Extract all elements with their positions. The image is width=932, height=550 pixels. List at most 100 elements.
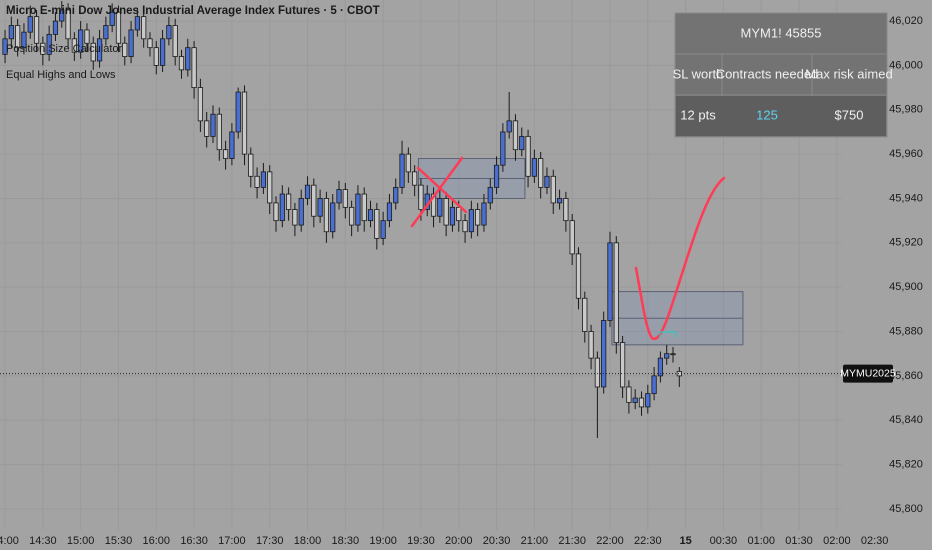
candle-body xyxy=(229,131,235,159)
candle-body xyxy=(78,29,84,53)
candle-body xyxy=(153,47,159,66)
candle-body xyxy=(311,184,317,217)
x-tick-label: 22:30 xyxy=(634,535,662,547)
candle-body xyxy=(519,135,525,151)
candle-body xyxy=(159,38,166,66)
y-tick-label: 45,800 xyxy=(889,503,923,515)
candle-body xyxy=(569,220,575,255)
red-cross-drawing xyxy=(410,156,468,228)
candle-body xyxy=(248,153,254,177)
candle-body xyxy=(304,184,311,199)
candle-body xyxy=(122,42,128,57)
candle-body xyxy=(374,209,380,239)
candle-body xyxy=(632,397,638,403)
axes: 45,800 45,820 45,840 45,860 45,880 45,900 45,9… xyxy=(0,15,923,547)
candle-body xyxy=(141,16,147,40)
candle-body xyxy=(361,193,367,222)
x-tick-label: 15 xyxy=(679,535,691,547)
candle-body xyxy=(664,353,670,359)
candle-body xyxy=(657,357,664,377)
candle-body xyxy=(386,202,393,222)
candle-body xyxy=(349,206,355,226)
y-tick-label: 45,880 xyxy=(889,325,923,337)
candle-body xyxy=(84,29,90,44)
candle-body xyxy=(651,375,657,395)
y-tick-label: 45,980 xyxy=(889,104,923,116)
candle-body xyxy=(90,42,96,62)
table-row-bg xyxy=(676,96,886,136)
candle-body xyxy=(286,193,292,210)
chart-title: Micro E-mini Dow Jones Industrial Averag… xyxy=(6,5,380,17)
candle-body xyxy=(134,16,140,31)
candle-body xyxy=(613,242,619,344)
candle-body xyxy=(443,198,449,226)
candle-body xyxy=(607,242,613,321)
table-title: MYM1! 45855 xyxy=(741,25,822,40)
y-tick-label: 45,900 xyxy=(889,281,923,293)
candle-body xyxy=(342,189,348,208)
candle-body xyxy=(235,91,241,133)
x-tick-label: 16:00 xyxy=(143,535,171,547)
table-header: SL worth xyxy=(673,66,724,81)
candle-body xyxy=(475,209,481,226)
equal-highs-marker xyxy=(659,331,677,338)
candles xyxy=(2,1,682,438)
candle-body xyxy=(103,25,109,40)
candle-body xyxy=(260,171,267,188)
candle-body xyxy=(430,193,437,217)
x-tick-label: 14:30 xyxy=(29,535,57,547)
candle-body xyxy=(449,206,456,226)
candle-body xyxy=(619,342,626,388)
x-tick-label: 02:00 xyxy=(823,535,851,547)
candle-body xyxy=(380,220,386,239)
candle-body xyxy=(273,202,279,222)
candle-body xyxy=(27,16,33,33)
y-tick-label: 45,940 xyxy=(889,192,923,204)
candle-body xyxy=(676,371,682,377)
candle-body xyxy=(254,175,260,188)
candle-body xyxy=(59,9,65,22)
candle-body xyxy=(298,198,304,226)
candle-body xyxy=(512,120,519,151)
x-tick-label: 20:00 xyxy=(445,535,473,547)
candle-body xyxy=(456,206,462,222)
candle-body xyxy=(323,198,330,233)
x-tick-label: 14:00 xyxy=(0,535,19,547)
indicator-label: Equal Highs and Lows xyxy=(6,69,116,81)
candle-body xyxy=(670,353,676,356)
candle-body xyxy=(405,153,411,173)
candle-body xyxy=(191,47,197,88)
candle-body xyxy=(336,189,342,204)
candle-body xyxy=(563,198,569,222)
candle-body xyxy=(437,198,443,217)
candle-body xyxy=(418,184,424,210)
candle-body xyxy=(538,158,544,188)
x-tick-label: 15:30 xyxy=(105,535,133,547)
candle-body xyxy=(506,120,512,133)
candle-body xyxy=(487,186,493,204)
candle-body xyxy=(279,193,285,222)
candle-body xyxy=(550,175,556,204)
candle-body xyxy=(317,198,323,217)
candle-body xyxy=(462,220,468,233)
candle-body xyxy=(594,357,600,388)
y-tick-label: 46,000 xyxy=(889,59,923,71)
x-tick-label: 20:30 xyxy=(483,535,511,547)
x-tick-label: 19:30 xyxy=(407,535,435,547)
y-tick-label: 45,960 xyxy=(889,148,923,160)
candle-body xyxy=(412,171,418,186)
y-tick-label: 45,820 xyxy=(889,458,923,470)
x-tick-label: 18:00 xyxy=(294,535,322,547)
candle-body xyxy=(185,47,191,71)
candle-body xyxy=(531,158,537,177)
candle-body xyxy=(216,113,222,151)
x-tick-label: 01:30 xyxy=(785,535,813,547)
candle-body xyxy=(355,193,361,226)
candle-body xyxy=(222,149,229,159)
candle-body xyxy=(172,25,178,57)
y-tick-label: 46,020 xyxy=(889,15,923,27)
candle-body xyxy=(330,202,336,233)
candle-body xyxy=(267,171,273,204)
candle-body xyxy=(210,113,216,137)
